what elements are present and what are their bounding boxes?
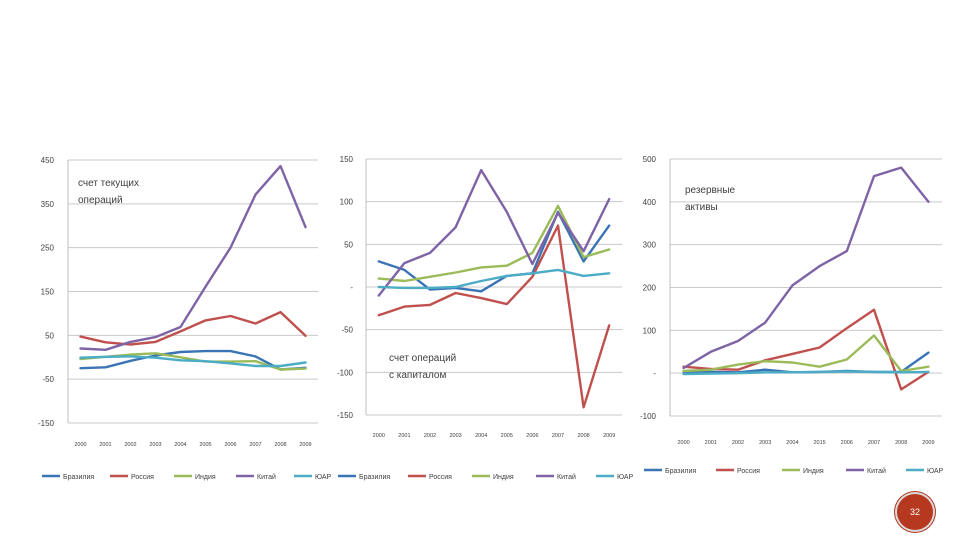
series-line-2 bbox=[377, 224, 611, 409]
x-tick-label: 2004 bbox=[475, 433, 487, 439]
x-tick-label: 2006 bbox=[224, 442, 236, 448]
x-tick-label: 2003 bbox=[149, 442, 161, 448]
y-tick-label: -50 bbox=[341, 326, 353, 335]
chart-1: 450 350 250 150 50 -50 -150 2000 2001 2002 2003 200… bbox=[38, 156, 332, 481]
legend-label: Индия bbox=[803, 468, 824, 475]
y-tick-label: 150 bbox=[340, 155, 354, 164]
x-tick-label: 2002 bbox=[732, 440, 744, 446]
y-tick-label: 300 bbox=[643, 241, 657, 250]
legend-label: Бразилия bbox=[63, 474, 94, 481]
x-tick-label: 2004 bbox=[174, 442, 186, 448]
legend-label: Россия bbox=[737, 468, 760, 475]
x-tick-label: 2002 bbox=[424, 433, 436, 439]
x-tick-label: 2003 bbox=[449, 433, 461, 439]
x-tick-label: 2007 bbox=[249, 442, 261, 448]
y-tick-label: -100 bbox=[640, 412, 657, 421]
x-tick-label: 2000 bbox=[373, 433, 385, 439]
chart-title-line: активы bbox=[685, 202, 718, 213]
y-tick-label: - bbox=[350, 283, 353, 292]
y-tick-label: 500 bbox=[643, 155, 657, 164]
chart-3: 500 400 300 200 100 - -100 2000 2001 2002 2003 2004… bbox=[640, 155, 944, 475]
series-line-3 bbox=[682, 334, 930, 373]
x-tick-label: 2007 bbox=[868, 440, 880, 446]
series-line-5 bbox=[377, 268, 611, 290]
series-line-4 bbox=[682, 166, 930, 370]
series-line-2 bbox=[79, 310, 307, 346]
x-tick-label: 2005 bbox=[501, 433, 513, 439]
chart-title-line: счет операций bbox=[389, 353, 456, 364]
x-tick-label: 2001 bbox=[705, 440, 717, 446]
legend-label: ЮАР bbox=[927, 468, 944, 475]
y-tick-label: 100 bbox=[340, 198, 354, 207]
series-line-5 bbox=[682, 370, 930, 376]
x-tick-label: 2000 bbox=[74, 442, 86, 448]
series-line-5 bbox=[79, 355, 307, 368]
x-tick-label: 2004 bbox=[786, 440, 798, 446]
x-tick-label: 2008 bbox=[274, 442, 286, 448]
legend-label: Индия bbox=[195, 474, 216, 481]
y-tick-label: 350 bbox=[41, 200, 55, 209]
x-tick-label: 2006 bbox=[526, 433, 538, 439]
legend-label: Китай bbox=[557, 473, 576, 481]
series-line-4 bbox=[79, 164, 307, 351]
y-tick-label: 450 bbox=[41, 156, 55, 165]
y-tick-label: -100 bbox=[337, 368, 354, 377]
x-tick-label: 2015 bbox=[813, 440, 825, 446]
legend-label: Китай bbox=[867, 467, 886, 475]
x-tick-label: 2009 bbox=[922, 440, 934, 446]
x-tick-label: 2005 bbox=[199, 442, 211, 448]
y-tick-label: 200 bbox=[643, 284, 657, 293]
x-tick-label: 2009 bbox=[299, 442, 311, 448]
x-tick-label: 2008 bbox=[895, 440, 907, 446]
y-tick-label: 250 bbox=[41, 244, 55, 253]
chart-title-line: резервные bbox=[685, 185, 736, 196]
y-tick-label: 150 bbox=[41, 288, 55, 297]
legend-label: ЮАР bbox=[617, 474, 634, 481]
chart-title-line: счет текущих bbox=[78, 178, 139, 189]
y-tick-label: -150 bbox=[38, 419, 55, 428]
y-tick-label: 100 bbox=[643, 326, 657, 335]
legend-label: Китай bbox=[257, 473, 276, 481]
series-line-1 bbox=[79, 349, 307, 371]
legend-label: Бразилия bbox=[665, 468, 696, 475]
y-tick-label: -150 bbox=[337, 411, 354, 420]
x-tick-label: 2000 bbox=[677, 440, 689, 446]
x-tick-label: 2008 bbox=[577, 433, 589, 439]
legend-label: Индия bbox=[493, 474, 514, 481]
x-tick-label: 2001 bbox=[398, 433, 410, 439]
y-tick-label: 50 bbox=[45, 331, 54, 340]
legend-label: Россия bbox=[131, 474, 154, 481]
y-tick-label: 50 bbox=[344, 240, 353, 249]
legend-label: Россия bbox=[429, 474, 452, 481]
chart-title-line: с капиталом bbox=[389, 370, 446, 381]
chart-2: 150 100 50 - -50 -100 -150 2000 2001 2002 2003 2004… bbox=[337, 155, 634, 481]
series-line-2 bbox=[682, 308, 930, 391]
legend-label: Бразилия bbox=[359, 474, 390, 481]
x-tick-label: 2001 bbox=[99, 442, 111, 448]
x-tick-label: 2002 bbox=[124, 442, 136, 448]
legend-label: ЮАР bbox=[315, 474, 332, 481]
x-tick-label: 2006 bbox=[841, 440, 853, 446]
series-line-4 bbox=[377, 168, 611, 297]
y-tick-label: 400 bbox=[643, 198, 657, 207]
chart-title-line: операций bbox=[78, 195, 123, 206]
x-tick-label: 2009 bbox=[603, 433, 615, 439]
y-tick-label: - bbox=[653, 369, 656, 378]
y-tick-label: -50 bbox=[42, 375, 54, 384]
x-tick-label: 2003 bbox=[759, 440, 771, 446]
x-tick-label: 2007 bbox=[552, 433, 564, 439]
slide-number-badge: 32 bbox=[897, 494, 933, 530]
